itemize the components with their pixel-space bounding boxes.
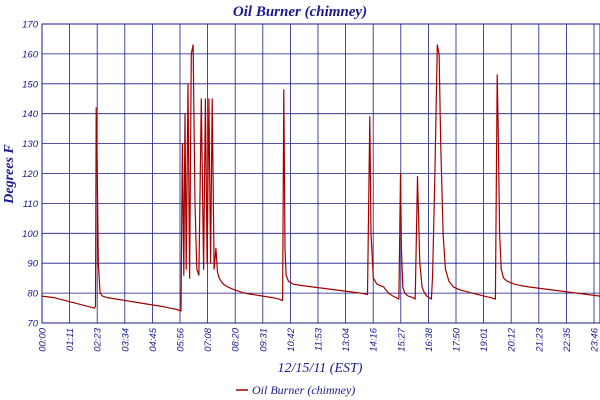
y-tick-label: 120 <box>22 169 39 180</box>
x-tick-label: 13:04 <box>341 328 352 352</box>
x-tick-label: 07:08 <box>203 327 214 351</box>
y-tick-label: 80 <box>27 289 38 300</box>
x-tick-label: 16:38 <box>424 327 435 351</box>
x-tick-label: 08:20 <box>231 327 242 351</box>
x-tick-label: 21:23 <box>534 327 545 352</box>
x-tick-label: 10:42 <box>286 327 297 351</box>
y-tick-label: 160 <box>22 49 39 60</box>
y-tick-label: 150 <box>22 79 39 90</box>
x-tick-label: 01:11 <box>65 328 76 351</box>
y-tick-label: 100 <box>22 229 39 240</box>
series-group <box>41 44 600 312</box>
y-tick-label: 170 <box>22 20 39 31</box>
legend-label: Oil Burner (chimney) <box>252 383 355 397</box>
legend: Oil Burner (chimney) <box>236 383 355 397</box>
y-tick-label: 130 <box>22 139 39 150</box>
x-tick-label: 02:23 <box>93 327 104 351</box>
y-axis-label: Degrees F <box>2 144 17 205</box>
y-tick-label: 70 <box>27 319 38 330</box>
y-tick-label: 140 <box>22 109 39 120</box>
x-axis-ticks: 00:00 01:11 02:23 03:34 04:45 05:56 07:08 08:20… <box>38 327 600 352</box>
x-tick-label: 20:12 <box>507 327 518 352</box>
x-tick-label: 00:00 <box>38 327 49 351</box>
series-line-0 <box>41 44 600 312</box>
x-tick-label: 19:01 <box>479 328 490 352</box>
x-tick-label: 15:27 <box>396 327 407 351</box>
x-tick-label: 22:35 <box>562 327 573 352</box>
x-tick-label: 11:53 <box>314 327 325 351</box>
x-tick-label: 23:46 <box>590 327 600 352</box>
x-tick-label: 14:16 <box>369 327 380 351</box>
x-tick-label: 05:56 <box>176 327 187 351</box>
x-tick-label: 03:34 <box>120 328 131 352</box>
chart-title: Oil Burner (chimney) <box>233 4 367 20</box>
y-axis-ticks: 70 80 90 100 110 120 130 140 150 160 170 <box>22 20 39 330</box>
x-tick-label: 09:31 <box>258 328 269 352</box>
gridlines <box>42 24 600 323</box>
x-tick-label: 17:50 <box>452 327 463 351</box>
x-axis-label: 12/15/11 (EST) <box>278 361 363 376</box>
y-tick-label: 110 <box>23 199 39 210</box>
y-tick-label: 90 <box>27 259 38 270</box>
x-tick-label: 04:45 <box>148 327 159 351</box>
